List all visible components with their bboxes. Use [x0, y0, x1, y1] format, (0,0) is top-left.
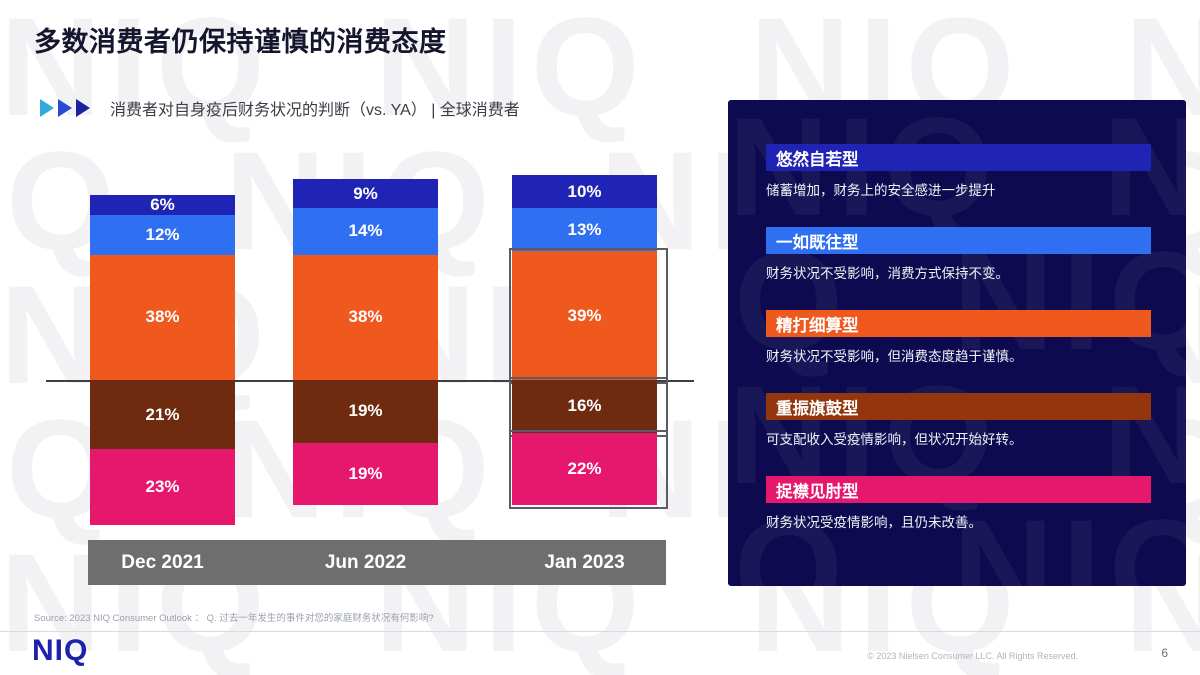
segment-value-label: 19% [348, 463, 383, 483]
legend-panel: NIQ NIQ NIQ NIQ NIQ NIQ NIQ NIQ NIQ NIQ … [728, 100, 1186, 586]
watermark-text: NIQ NIQ NIQ NIQ NIQ NIQ [0, 667, 1200, 675]
legend-description: 财务状况不受影响，消费方式保持不变。 [766, 266, 1009, 281]
legend-label: 重振旗鼓型 [766, 393, 1151, 420]
segment-value-label: 14% [348, 221, 383, 241]
bar-segment: 38% [90, 254, 235, 380]
bar-segment: 23% [90, 449, 235, 526]
niq-logo: NIQ [32, 634, 89, 667]
segment-value-label: 13% [567, 219, 602, 239]
triple-arrow-icon [40, 99, 54, 117]
legend-label: 悠然自若型 [766, 144, 1151, 171]
bar-segment: 39% [509, 248, 668, 384]
bar-segment: 10% [512, 175, 657, 209]
triple-arrow-icon [76, 99, 90, 117]
legend-description: 财务状况不受影响，但消费态度趋于谨慎。 [766, 349, 1023, 364]
legend-item: 重振旗鼓型可支配收入受疫情影响，但状况开始好转。 [766, 393, 1151, 448]
bar-segment: 12% [90, 214, 235, 255]
segment-value-label: 22% [567, 459, 602, 479]
bar-segment: 9% [293, 178, 438, 209]
category-label: Jan 2023 [544, 552, 625, 573]
bar-segment: 16% [509, 376, 668, 437]
legend-description: 可支配收入受疫情影响，但状况开始好转。 [766, 432, 1023, 447]
legend-description: 财务状况受疫情影响，且仍未改善。 [766, 515, 982, 530]
bar-segment: 21% [90, 379, 235, 450]
page-number: 6 [1161, 646, 1168, 660]
copyright-text: © 2023 Nielsen Consumer LLC. All Rights … [867, 651, 1078, 661]
bar-column-jun-2022: 9% 14% 38% 19% 19% [293, 178, 438, 506]
category-label: Dec 2021 [121, 552, 204, 573]
segment-value-label: 38% [348, 307, 383, 327]
chart-subtitle: 消费者对自身疫后财务状况的判断（vs. YA） | 全球消费者 [110, 102, 520, 119]
legend-label: 精打细算型 [766, 310, 1151, 337]
legend-list: 悠然自若型储蓄增加，财务上的安全感进一步提升一如既往型财务状况不受影响，消费方式… [728, 100, 1186, 586]
legend-description: 储蓄增加，财务上的安全感进一步提升 [766, 183, 996, 198]
source-note: Source: 2023 NIQ Consumer Outlook ： Q. 过… [34, 613, 434, 624]
legend-item: 悠然自若型储蓄增加，财务上的安全感进一步提升 [766, 144, 1151, 199]
legend-item: 捉襟见肘型财务状况受疫情影响，且仍未改善。 [766, 476, 1151, 531]
bar-segment: 19% [293, 442, 438, 506]
segment-value-label: 38% [145, 307, 180, 327]
segment-value-label: 16% [567, 396, 602, 416]
segment-value-label: 6% [150, 195, 175, 215]
segment-value-label: 12% [145, 224, 180, 244]
bar-segment: 22% [509, 429, 668, 509]
legend-label: 一如既往型 [766, 227, 1151, 254]
bar-segment: 19% [293, 379, 438, 443]
x-axis-bar: Dec 2021 Jun 2022 Jan 2023 [88, 540, 666, 585]
legend-item: 一如既往型财务状况不受影响，消费方式保持不变。 [766, 227, 1151, 282]
segment-value-label: 10% [567, 181, 602, 201]
category-label: Jun 2022 [324, 552, 407, 573]
legend-item: 精打细算型财务状况不受影响，但消费态度趋于谨慎。 [766, 310, 1151, 365]
segment-value-label: 21% [145, 404, 180, 424]
bar-segment: 6% [90, 195, 235, 215]
bar-segment: 14% [293, 208, 438, 255]
bar-segment: 13% [512, 208, 657, 252]
legend-label: 捉襟见肘型 [766, 476, 1151, 503]
segment-value-label: 23% [145, 477, 180, 497]
segment-value-label: 39% [567, 305, 602, 325]
segment-value-label: 9% [353, 183, 378, 203]
page-title: 多数消费者仍保持谨慎的消费态度 [34, 27, 447, 57]
triple-arrow-icon [58, 99, 72, 117]
bar-segment: 38% [293, 254, 438, 380]
footer-divider [0, 631, 1200, 632]
stacked-bar-chart: Dec 2021 Jun 2022 Jan 2023 6% 12% 38% 21% 23% 9… [46, 130, 710, 600]
segment-value-label: 19% [348, 401, 383, 421]
bar-column-jan-2023: 10% 13% 39% 16% 22% [509, 175, 668, 509]
bar-column-dec-2021: 6% 12% 38% 21% 23% [90, 195, 235, 526]
chart-subtitle-row: 消费者对自身疫后财务状况的判断（vs. YA） | 全球消费者 [40, 96, 520, 120]
